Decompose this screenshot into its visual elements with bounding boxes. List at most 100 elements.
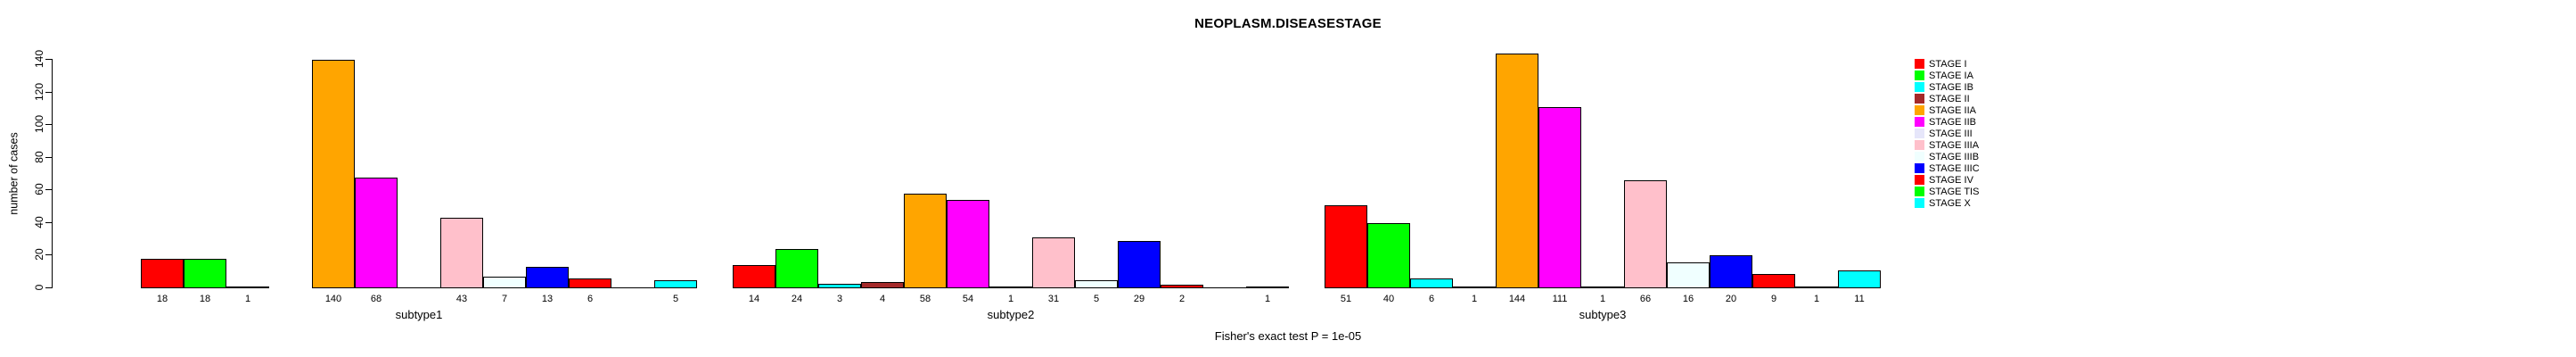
chart-title: NEOPLASM.DISEASESTAGE <box>1194 16 1382 31</box>
bar-value-label: 1 <box>1471 294 1478 304</box>
bar-stage-x-subtype3 <box>1838 270 1881 288</box>
bar-stage-iiib-subtype1 <box>483 277 526 288</box>
legend-swatch-stage-iiia <box>1915 140 1924 150</box>
bar-stage-ia-subtype2 <box>775 249 818 288</box>
bar-value-label: 1 <box>1007 294 1014 304</box>
bar-stage-i-subtype2 <box>733 265 775 288</box>
bar-value-label: 5 <box>1093 294 1100 304</box>
y-axis-line <box>52 59 53 288</box>
legend-label-stage-ia: STAGE IA <box>1929 71 1973 81</box>
bar-value-label: 66 <box>1639 294 1652 304</box>
y-tick-label: 80 <box>33 151 45 163</box>
y-tick-label: 0 <box>33 284 45 291</box>
bar-value-label: 14 <box>748 294 760 304</box>
y-tick-label: 120 <box>33 82 45 102</box>
bar-stage-i-subtype3 <box>1325 205 1367 288</box>
bar-value-label: 13 <box>541 294 554 304</box>
bar-value-label: 111 <box>1552 294 1568 304</box>
legend-swatch-stage-iii <box>1915 129 1924 138</box>
bar-value-label: 1 <box>244 294 251 304</box>
bar-stage-iii-subtype1 <box>398 287 440 288</box>
legend-swatch-stage-iiib <box>1915 152 1924 162</box>
bar-stage-iv-subtype2 <box>1161 285 1203 288</box>
y-tick-label: 60 <box>33 183 45 195</box>
bar-value-label: 1 <box>1264 294 1271 304</box>
bar-value-label: 1 <box>1813 294 1820 304</box>
legend-swatch-stage-x <box>1915 198 1924 208</box>
bar-value-label: 4 <box>879 294 886 304</box>
y-tick <box>45 287 52 288</box>
bar-stage-iii-subtype2 <box>989 286 1032 288</box>
bar-value-label: 54 <box>962 294 974 304</box>
bar-value-label: 31 <box>1047 294 1060 304</box>
legend-label-stage-x: STAGE X <box>1929 198 1971 209</box>
bar-stage-ia-subtype1 <box>184 259 226 288</box>
bar-stage-tis-subtype2 <box>1203 287 1246 288</box>
bar-stage-x-subtype1 <box>654 280 697 288</box>
bar-value-label: 29 <box>1133 294 1145 304</box>
legend-label-stage-iiia: STAGE IIIA <box>1929 140 1980 151</box>
bar-value-label: 20 <box>1725 294 1737 304</box>
bar-stage-ib-subtype2 <box>818 284 861 288</box>
y-tick <box>45 59 52 60</box>
bar-stage-ib-subtype1 <box>226 286 269 288</box>
legend-swatch-stage-iiic <box>1915 163 1924 173</box>
legend-swatch-stage-iv <box>1915 175 1924 185</box>
legend-label-stage-iia: STAGE IIA <box>1929 105 1976 116</box>
legend-swatch-stage-iia <box>1915 105 1924 115</box>
bar-stage-iiia-subtype2 <box>1032 237 1075 288</box>
bar-stage-iiic-subtype1 <box>526 267 569 288</box>
bar-value-label: 140 <box>324 294 342 304</box>
y-tick <box>45 222 52 223</box>
bar-stage-iiia-subtype1 <box>440 218 483 288</box>
x-category-label: subtype2 <box>987 308 1035 321</box>
bar-value-label: 3 <box>836 294 843 304</box>
legend-swatch-stage-ia <box>1915 71 1924 80</box>
legend-label-stage-iiib: STAGE IIIB <box>1929 152 1980 162</box>
legend-label-stage-ii: STAGE II <box>1929 94 1970 104</box>
bar-value-label: 16 <box>1682 294 1694 304</box>
bar-stage-ia-subtype3 <box>1367 223 1410 288</box>
y-tick <box>45 157 52 158</box>
bar-value-label: 11 <box>1854 294 1865 304</box>
y-tick-label: 100 <box>33 114 45 134</box>
bar-value-label: 6 <box>1428 294 1435 304</box>
bar-value-label: 40 <box>1382 294 1395 304</box>
bar-stage-iiic-subtype3 <box>1710 255 1752 288</box>
bar-stage-iiib-subtype2 <box>1075 280 1118 288</box>
legend-label-stage-tis: STAGE TIS <box>1929 187 1980 197</box>
x-category-label: subtype3 <box>1579 308 1627 321</box>
bar-stage-iib-subtype2 <box>947 200 989 288</box>
bar-stage-iv-subtype3 <box>1752 274 1795 288</box>
x-category-label: subtype1 <box>395 308 443 321</box>
bar-stage-ii-subtype2 <box>861 282 904 288</box>
bar-stage-ib-subtype3 <box>1410 278 1453 288</box>
bar-stage-iia-subtype3 <box>1496 54 1538 288</box>
bar-value-label: 24 <box>791 294 803 304</box>
bar-stage-i-subtype1 <box>141 259 184 288</box>
legend-label-stage-ib: STAGE IB <box>1929 82 1973 93</box>
bar-stage-iib-subtype3 <box>1538 107 1581 288</box>
legend-label-stage-i: STAGE I <box>1929 59 1967 70</box>
bar-value-label: 18 <box>156 294 168 304</box>
bar-value-label: 6 <box>587 294 594 304</box>
y-tick <box>45 254 52 255</box>
legend-label-stage-iib: STAGE IIB <box>1929 117 1976 128</box>
legend-label-stage-iii: STAGE III <box>1929 129 1973 139</box>
bar-stage-tis-subtype1 <box>611 287 654 288</box>
y-tick-label: 140 <box>33 49 45 69</box>
legend-swatch-stage-tis <box>1915 187 1924 196</box>
bar-stage-iiic-subtype2 <box>1118 241 1161 288</box>
bar-stage-x-subtype2 <box>1246 286 1289 288</box>
y-tick-label: 40 <box>33 216 45 228</box>
legend-swatch-stage-i <box>1915 59 1924 69</box>
bar-stage-iii-subtype3 <box>1581 286 1624 288</box>
bar-value-label: 9 <box>1770 294 1777 304</box>
bar-value-label: 2 <box>1178 294 1185 304</box>
bar-stage-iia-subtype1 <box>312 60 355 288</box>
bar-stage-iib-subtype1 <box>355 178 398 288</box>
legend-label-stage-iiic: STAGE IIIC <box>1929 163 1980 174</box>
bar-value-label: 5 <box>672 294 679 304</box>
bar-stage-tis-subtype3 <box>1795 286 1838 288</box>
